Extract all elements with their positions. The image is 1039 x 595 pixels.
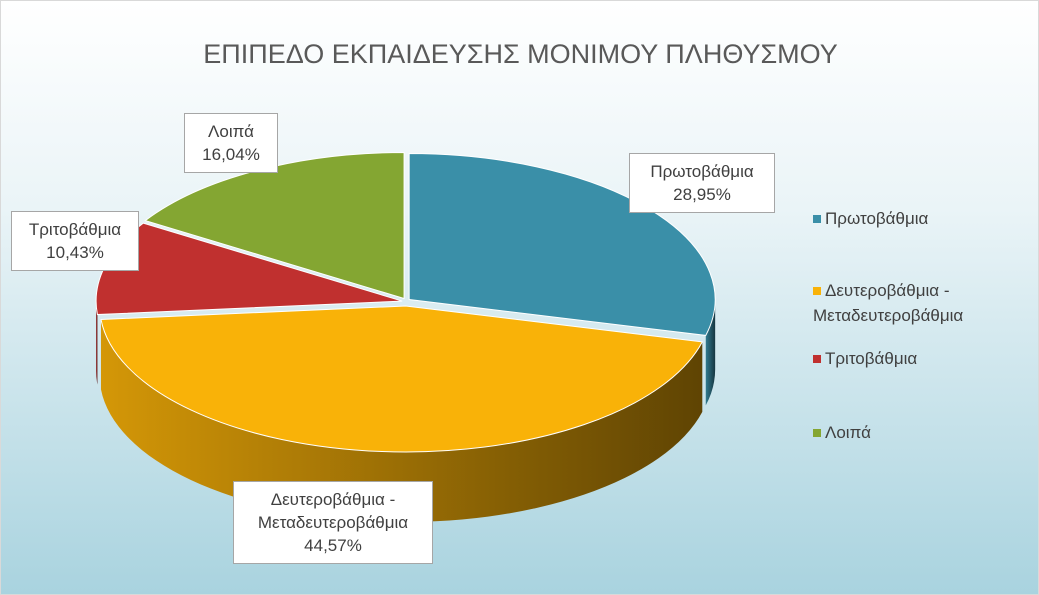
legend-label: Δευτεροβάθμια - Μεταδευτεροβάθμια	[813, 281, 964, 325]
data-label-value: 10,43%	[46, 243, 104, 262]
data-label-category: Πρωτοβάθμια	[650, 162, 754, 181]
legend-item: Λοιπά	[813, 420, 1033, 445]
data-label: Λοιπά 16,04%	[184, 113, 278, 173]
data-label-value: 16,04%	[202, 145, 260, 164]
legend-swatch	[813, 355, 821, 363]
legend-label: Λοιπά	[825, 423, 871, 442]
data-label: Τριτοβάθμια 10,43%	[11, 211, 139, 271]
data-label: Πρωτοβάθμια 28,95%	[629, 153, 775, 213]
data-label-category: Λοιπά	[208, 122, 254, 141]
slice	[100, 305, 704, 453]
legend-item: Δευτεροβάθμια - Μεταδευτεροβάθμια	[813, 278, 1033, 328]
data-label-value: 44,57%	[304, 536, 362, 555]
legend-label: Πρωτοβάθμια	[825, 209, 929, 228]
data-label: Δευτεροβάθμια - Μεταδευτεροβάθμια 44,57%	[233, 481, 433, 564]
data-label-category: Δευτεροβάθμια - Μεταδευτεροβάθμια	[257, 490, 409, 532]
slice-side	[705, 299, 716, 406]
legend-label: Τριτοβάθμια	[825, 349, 918, 368]
legend-swatch	[813, 287, 821, 295]
legend-swatch	[813, 429, 821, 437]
data-label-category: Τριτοβάθμια	[28, 220, 122, 239]
legend-item: Τριτοβάθμια	[813, 346, 1033, 371]
legend-item: Πρωτοβάθμια	[813, 206, 1033, 231]
slice-side	[96, 301, 98, 385]
legend-swatch	[813, 215, 821, 223]
slice-side	[100, 319, 703, 522]
data-label-value: 28,95%	[673, 185, 731, 204]
chart-title: ΕΠΙΠΕΔΟ ΕΚΠΑΙΔΕΥΣΗΣ ΜΟΝΙΜΟΥ ΠΛΗΘΥΣΜΟΥ	[203, 39, 838, 69]
